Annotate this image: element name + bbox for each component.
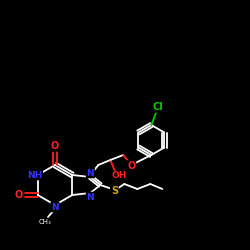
Text: CH₃: CH₃ — [38, 219, 52, 225]
Text: N: N — [86, 168, 94, 177]
Text: O: O — [14, 190, 23, 200]
Text: O: O — [51, 141, 59, 151]
Text: S: S — [111, 186, 118, 196]
Text: O: O — [127, 161, 136, 171]
Text: N: N — [86, 192, 94, 202]
Text: NH: NH — [27, 170, 42, 179]
Text: OH: OH — [112, 172, 127, 180]
Text: N: N — [51, 202, 59, 211]
Text: Cl: Cl — [153, 102, 164, 112]
